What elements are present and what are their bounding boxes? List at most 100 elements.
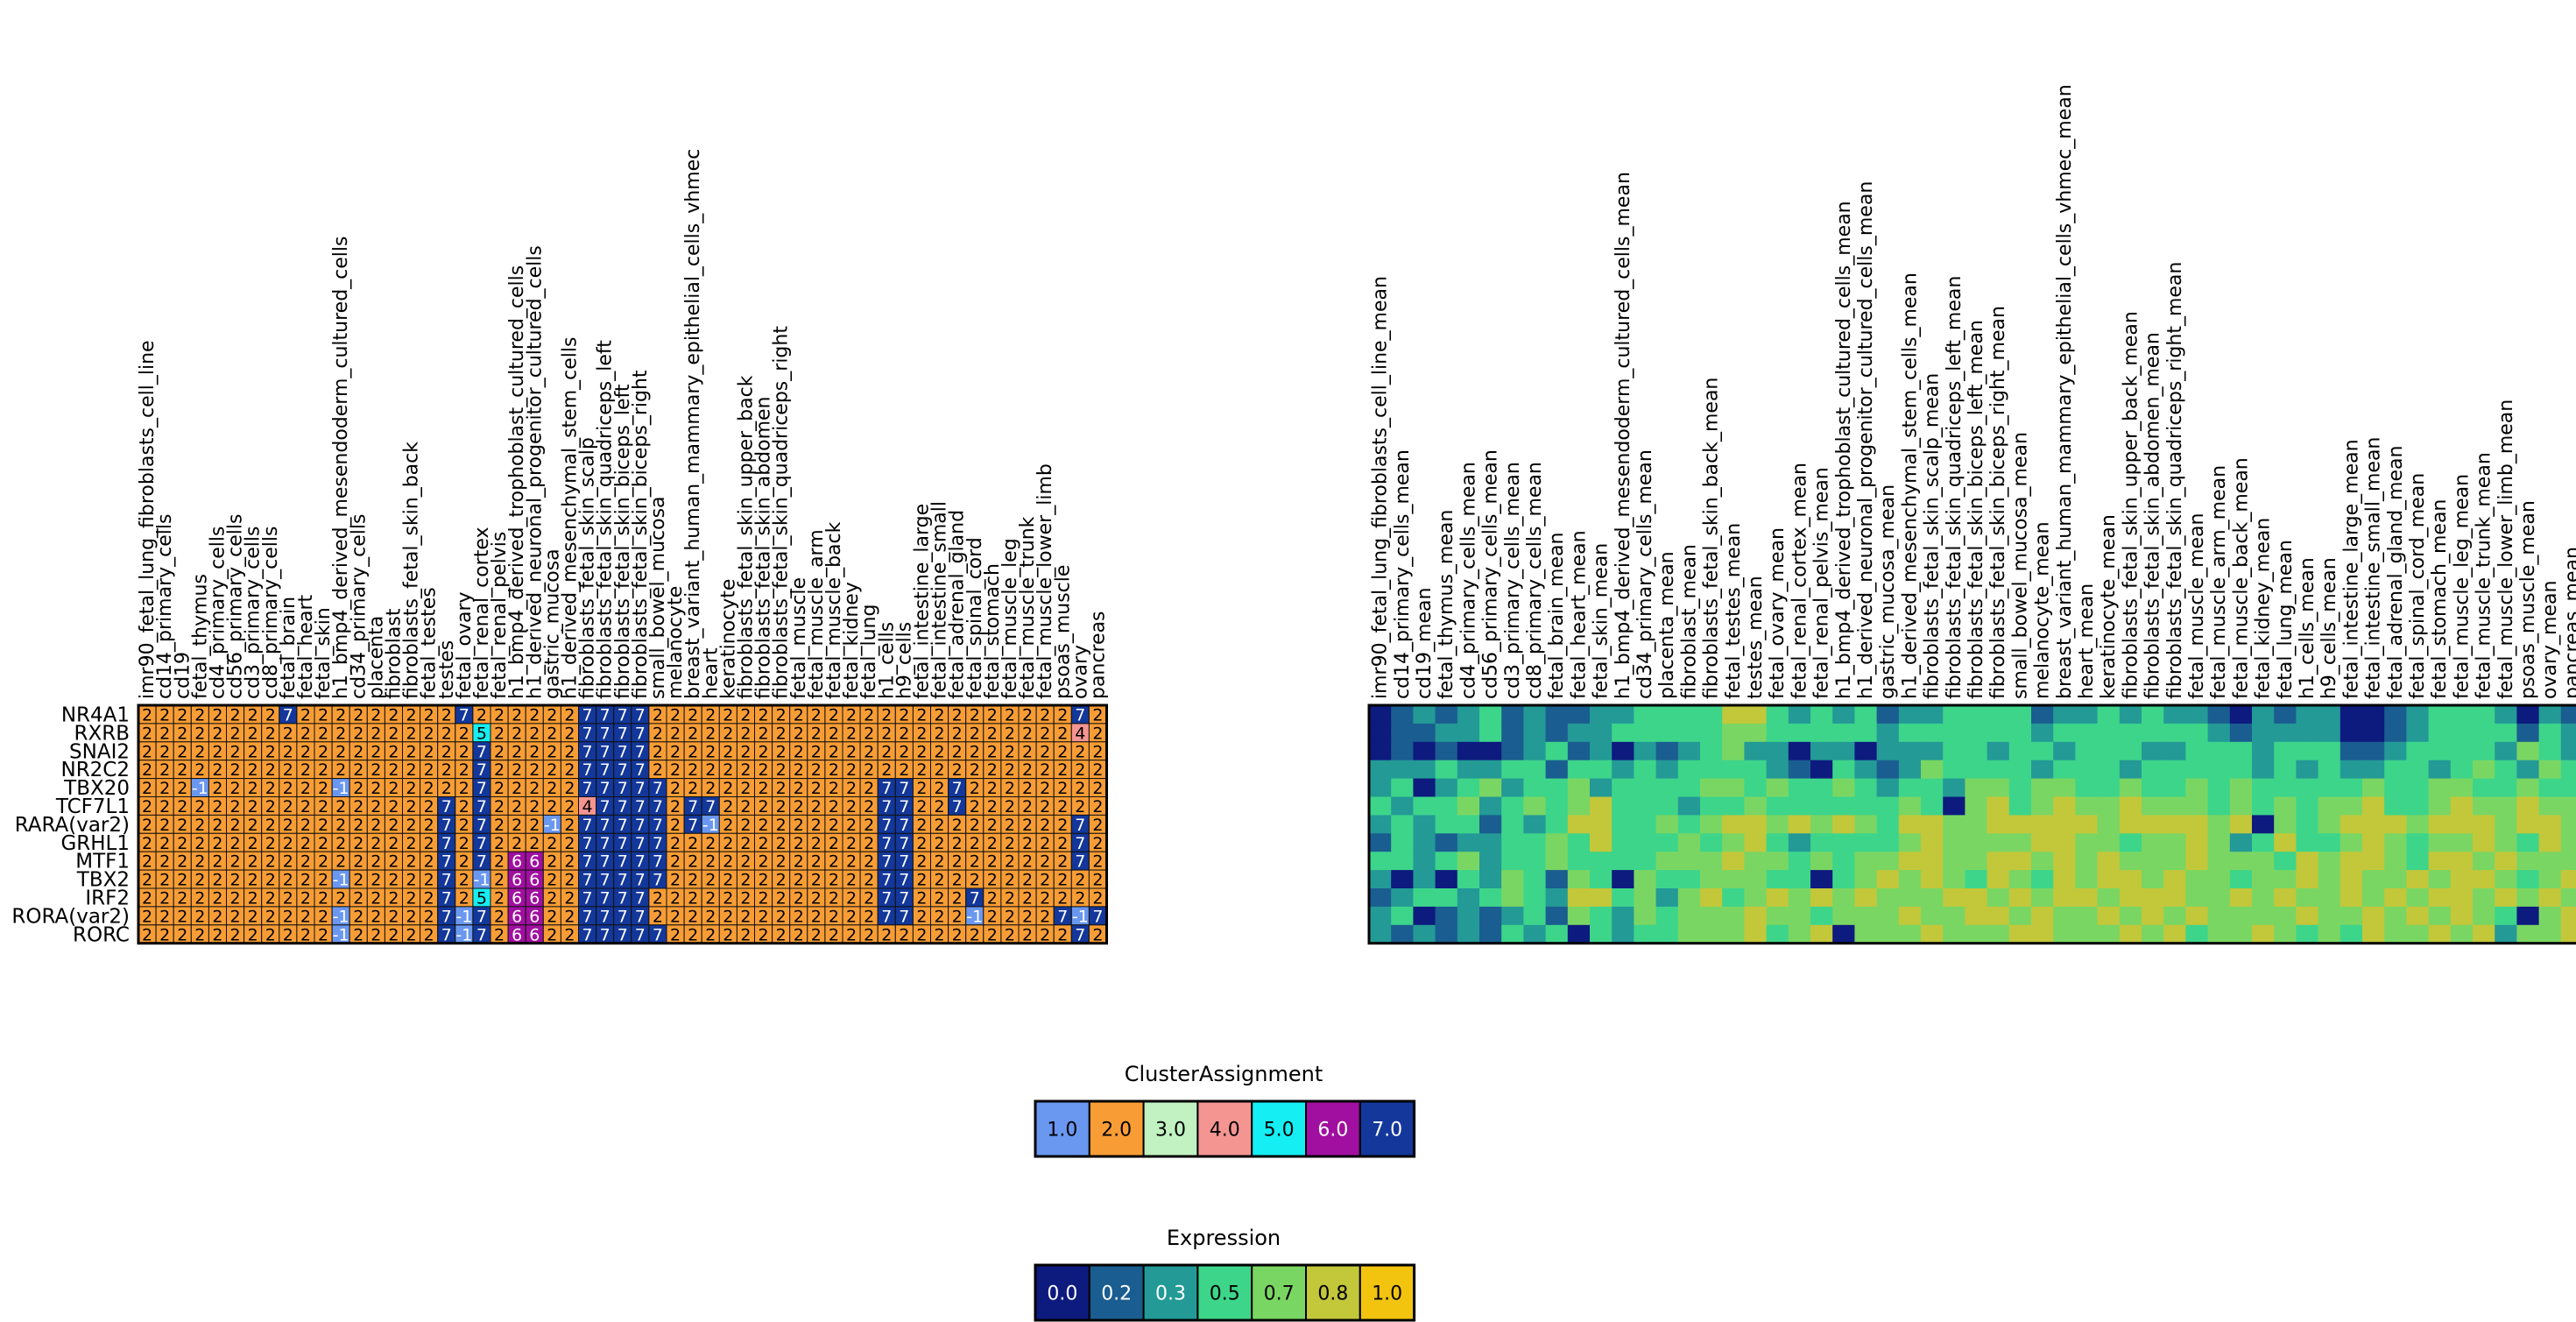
cluster-cell-label: 2 (829, 816, 839, 835)
cluster-cell-label: 2 (829, 724, 839, 743)
cluster-cell-label: 2 (952, 742, 963, 761)
cluster-cell-label: 2 (564, 724, 575, 743)
cluster-cell-label: 2 (899, 742, 909, 761)
cluster-cell-label: 2 (142, 834, 152, 853)
expression-cell (1788, 906, 1811, 926)
expression-cell (1677, 778, 1701, 797)
cluster-cell-label: 2 (776, 797, 787, 817)
expression-cell (1677, 815, 1701, 834)
expression-cell (1987, 852, 2010, 871)
expression-cell (2428, 815, 2452, 834)
cluster-cell-label: 7 (881, 779, 892, 798)
expression-cell (1965, 870, 1988, 889)
expression-column-label: fetal_heart_mean (1568, 530, 1590, 699)
expression-cell (1501, 723, 1524, 743)
cluster-cell-label: 2 (230, 779, 241, 798)
expression-cell (1590, 888, 1613, 908)
cluster-cell-label: 2 (759, 852, 769, 872)
expression-cell (2495, 815, 2517, 834)
expression-cell (1987, 815, 2010, 834)
expression-cell (1677, 870, 1701, 889)
expression-cell (1612, 760, 1634, 780)
expression-cell (1722, 705, 1745, 725)
cluster-cell-label: 2 (688, 760, 698, 780)
expression-cell (2296, 796, 2319, 816)
cluster-column-label: cd3_primary_cells (243, 527, 265, 699)
expression-cell (2274, 760, 2297, 780)
expression-cell (2252, 723, 2275, 743)
cluster-cell-label: 2 (335, 742, 346, 761)
expression-cell (1501, 815, 1524, 834)
expression-cell (1876, 906, 1900, 926)
expression-cell (2428, 852, 2452, 871)
expression-cell (1965, 796, 1988, 816)
expression-cell (2075, 815, 2099, 834)
cluster-cell-label: 2 (952, 705, 963, 725)
cluster-cell-label: 6 (512, 925, 522, 944)
expression-column-label: fibroblasts_fetal_skin_back_mean (1701, 378, 1723, 699)
expression-cell (2185, 924, 2209, 944)
cluster-cell-label: 2 (406, 834, 417, 853)
cluster-cell-label: 2 (916, 760, 927, 780)
cluster-cell-label: 2 (899, 925, 909, 944)
expression-column-label: fetal_thymus_mean (1436, 510, 1457, 699)
expression-cell (1766, 705, 1789, 725)
expression-cell (2163, 888, 2186, 908)
cluster-cell-label: 2 (1022, 816, 1033, 835)
legend-label: 0.2 (1101, 1283, 1132, 1305)
expression-column-label: fibroblasts_fetal_skin_quadriceps_right_… (2164, 262, 2186, 699)
cluster-cell-label: 2 (283, 925, 293, 944)
expression-cell (1700, 741, 1723, 761)
expression-cell (1722, 778, 1745, 797)
cluster-cell-label: 2 (318, 779, 328, 798)
cluster-cell-label: 2 (759, 888, 769, 908)
expression-cell (2406, 723, 2430, 743)
cluster-cell-label: 2 (300, 834, 311, 853)
cluster-cell-label: 2 (547, 705, 557, 725)
expression-cell (2142, 815, 2164, 834)
cluster-cell-label: 2 (952, 852, 963, 872)
cluster-cell-label: 2 (970, 742, 980, 761)
cluster-cell-label: -1 (1072, 907, 1089, 926)
cluster-cell-label: 2 (265, 705, 276, 725)
cluster-cell-label: 2 (494, 705, 505, 725)
cluster-cell-label: 2 (388, 888, 399, 908)
expression-cell (1435, 705, 1458, 725)
expression-cell (2473, 833, 2495, 852)
expression-cell (2406, 870, 2430, 889)
cluster-cell-label: 2 (529, 797, 540, 817)
cluster-cell-label: 2 (740, 742, 751, 761)
expression-cell (1987, 796, 2010, 816)
cluster-cell-label: 2 (705, 760, 716, 780)
expression-cell (1898, 778, 1922, 797)
cluster-cell-label: 2 (194, 925, 205, 944)
expression-cell (2274, 796, 2297, 816)
legend-label: 1.0 (1372, 1283, 1402, 1305)
expression-column-label: cd8_primary_cells_mean (1524, 462, 1546, 699)
cluster-cell-label: 7 (881, 907, 892, 926)
cluster-cell-label: 2 (547, 925, 557, 944)
expression-cell (2450, 815, 2474, 834)
cluster-cell-label: 2 (1005, 760, 1015, 780)
cluster-cell-label: 2 (406, 871, 417, 890)
expression-cell (1677, 888, 1701, 908)
cluster-cell-label: 2 (300, 742, 311, 761)
expression-cell (1898, 760, 1922, 780)
expression-cell (1832, 906, 1855, 926)
expression-cell (1435, 796, 1458, 816)
cluster-cell-label: 7 (600, 888, 610, 908)
expression-column-label: cd14_primary_cells_mean (1392, 449, 1414, 699)
cluster-cell-label: 2 (864, 742, 874, 761)
cluster-cell-label: 2 (212, 705, 222, 725)
expression-cell (2340, 723, 2363, 743)
cluster-cell-label: 2 (952, 724, 963, 743)
cluster-cell-label: 2 (705, 779, 716, 798)
cluster-cell-label: 2 (811, 834, 822, 853)
expression-cell (2207, 760, 2231, 780)
cluster-cell-label: 6 (529, 888, 540, 908)
expression-cell (2296, 760, 2319, 780)
expression-cell (2008, 815, 2032, 834)
cluster-cell-label: 2 (353, 871, 363, 890)
cluster-cell-label: 2 (970, 816, 980, 835)
expression-cell (2031, 906, 2054, 926)
